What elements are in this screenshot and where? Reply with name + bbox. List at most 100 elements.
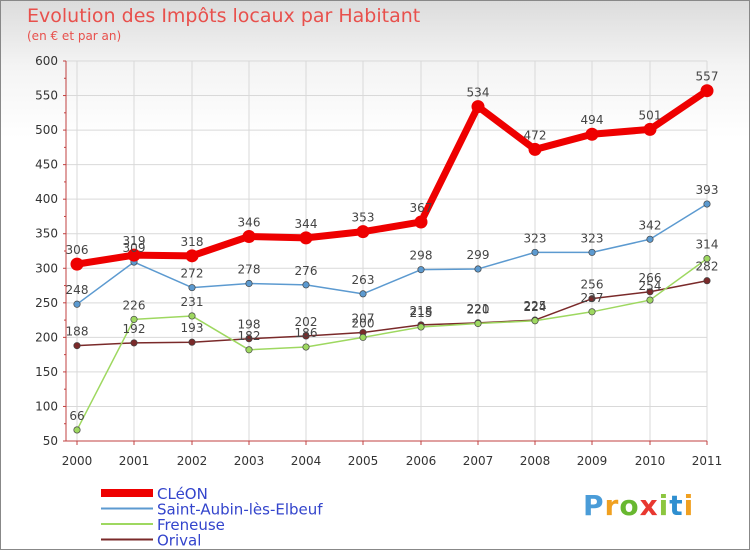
- data-point-cleon-2011: [700, 84, 714, 98]
- data-label-orival-2007: 221: [467, 302, 490, 316]
- data-label-freneuse-2000: 66: [69, 409, 84, 423]
- data-label-saint-aubin-les-elbeuf-2008: 323: [524, 231, 547, 245]
- data-point-cleon-2003: [242, 229, 256, 243]
- data-point-freneuse-2004: [302, 343, 310, 351]
- data-label-freneuse-2010: 254: [639, 279, 662, 293]
- data-point-saint-aubin-les-elbeuf-2009: [588, 248, 596, 256]
- data-point-cleon-2000: [70, 257, 84, 271]
- y-tick-label: 450: [35, 158, 58, 172]
- data-point-saint-aubin-les-elbeuf-2011: [703, 200, 711, 208]
- data-point-freneuse-2011: [703, 255, 711, 263]
- data-point-freneuse-2008: [531, 317, 539, 325]
- data-label-cleon-2001: 319: [123, 234, 146, 248]
- legend-label-freneuse: Freneuse: [157, 516, 225, 534]
- series-lines: [70, 84, 714, 434]
- data-point-orival-2000: [73, 342, 81, 350]
- data-label-cleon-2003: 346: [238, 215, 261, 229]
- data-label-cleon-2008: 472: [524, 128, 547, 142]
- x-tick-label: 2004: [291, 454, 322, 468]
- data-point-cleon-2002: [185, 249, 199, 263]
- data-label-saint-aubin-les-elbeuf-2003: 278: [238, 262, 261, 276]
- y-tick-label: 150: [35, 365, 58, 379]
- data-point-saint-aubin-les-elbeuf-2000: [73, 300, 81, 308]
- data-point-orival-2010: [646, 288, 654, 296]
- data-point-saint-aubin-les-elbeuf-2002: [188, 284, 196, 292]
- data-label-orival-2010: 266: [639, 271, 662, 285]
- data-point-freneuse-2007: [474, 319, 482, 328]
- data-label-freneuse-2006: 215: [410, 306, 433, 320]
- data-point-freneuse-2003: [245, 346, 253, 354]
- data-point-orival-2004: [302, 332, 310, 340]
- data-label-orival-2002: 193: [181, 321, 204, 335]
- data-label-saint-aubin-les-elbeuf-2002: 272: [181, 267, 204, 281]
- legend-label-saint-aubin-les-elbeuf: Saint-Aubin-lès-Elbeuf: [157, 501, 323, 519]
- data-point-cleon-2009: [585, 127, 599, 141]
- y-tick-label: 50: [43, 434, 58, 448]
- data-label-cleon-2010: 501: [639, 108, 662, 122]
- data-label-freneuse-2008: 224: [524, 300, 547, 314]
- y-tick-label: 500: [35, 123, 58, 137]
- data-label-orival-2003: 198: [238, 318, 261, 332]
- proxiti-logo: Proxiti: [583, 489, 695, 522]
- data-label-orival-2005: 207: [352, 312, 375, 326]
- data-point-saint-aubin-les-elbeuf-2008: [531, 248, 539, 256]
- legend: CLéONSaint-Aubin-lès-ElbeufFreneuseOriva…: [101, 485, 323, 549]
- data-label-freneuse-2005: 200: [352, 316, 375, 330]
- data-label-orival-2004: 202: [295, 315, 318, 329]
- axes: 50 100 150 200 250 300 350 400 450 500 550 600 2000 2…: [35, 54, 722, 468]
- y-tick-label: 250: [35, 296, 58, 310]
- y-tick-label: 600: [35, 54, 58, 68]
- data-label-freneuse-2002: 231: [181, 295, 204, 309]
- data-label-cleon-2002: 318: [181, 235, 204, 249]
- data-label-cleon-2007: 534: [467, 86, 490, 100]
- y-tick-label: 550: [35, 89, 58, 103]
- data-point-orival-2002: [188, 338, 196, 346]
- data-point-cleon-2008: [528, 142, 542, 156]
- series-line-freneuse: [76, 257, 708, 431]
- data-point-cleon-2005: [356, 225, 370, 239]
- data-point-saint-aubin-les-elbeuf-2007: [474, 265, 482, 273]
- data-point-cleon-2001: [127, 248, 141, 262]
- x-tick-label: 2010: [635, 454, 666, 468]
- data-label-saint-aubin-les-elbeuf-2000: 248: [66, 283, 89, 297]
- data-point-saint-aubin-les-elbeuf-2004: [302, 281, 310, 289]
- x-tick-label: 2009: [577, 454, 608, 468]
- data-label-orival-2001: 192: [123, 322, 146, 336]
- data-point-freneuse-2009: [588, 308, 596, 316]
- series-line-orival: [76, 279, 708, 347]
- data-label-cleon-2005: 353: [352, 211, 375, 225]
- data-point-saint-aubin-les-elbeuf-2010: [646, 235, 654, 243]
- data-label-cleon-2000: 306: [66, 243, 89, 257]
- data-label-cleon-2004: 344: [295, 217, 318, 231]
- series-line-saint-aubin-les-elbeuf: [76, 203, 708, 305]
- data-point-freneuse-2001: [130, 315, 138, 323]
- data-label-saint-aubin-les-elbeuf-2001: 309: [123, 241, 146, 255]
- x-tick-label: 2008: [520, 454, 551, 468]
- data-point-freneuse-2005: [359, 333, 367, 341]
- y-tick-label: 100: [35, 399, 58, 413]
- data-label-freneuse-2007: 220: [467, 303, 490, 317]
- data-label-orival-2000: 188: [66, 325, 89, 339]
- data-label-cleon-2009: 494: [581, 113, 604, 127]
- data-point-cleon-2007: [471, 100, 485, 114]
- y-tick-label: 350: [35, 227, 58, 241]
- data-point-saint-aubin-les-elbeuf-2003: [245, 279, 253, 288]
- data-point-orival-2009: [588, 295, 596, 303]
- data-label-freneuse-2011: 314: [696, 238, 719, 252]
- data-point-orival-2001: [130, 339, 138, 347]
- x-tick-label: 2003: [234, 454, 265, 468]
- data-label-orival-2008: 225: [524, 299, 547, 313]
- data-label-freneuse-2009: 237: [581, 291, 604, 305]
- series-line-cleon: [73, 87, 711, 268]
- data-point-saint-aubin-les-elbeuf-2005: [359, 290, 367, 298]
- data-point-cleon-2010: [643, 122, 657, 136]
- data-point-cleon-2006: [414, 215, 428, 229]
- x-tick-label: 2005: [348, 454, 379, 468]
- data-point-saint-aubin-les-elbeuf-2006: [417, 266, 425, 274]
- data-point-freneuse-2000: [73, 426, 81, 434]
- x-tick-label: 2000: [62, 454, 93, 468]
- data-label-saint-aubin-les-elbeuf-2010: 342: [639, 218, 662, 232]
- y-tick-label: 300: [35, 261, 58, 275]
